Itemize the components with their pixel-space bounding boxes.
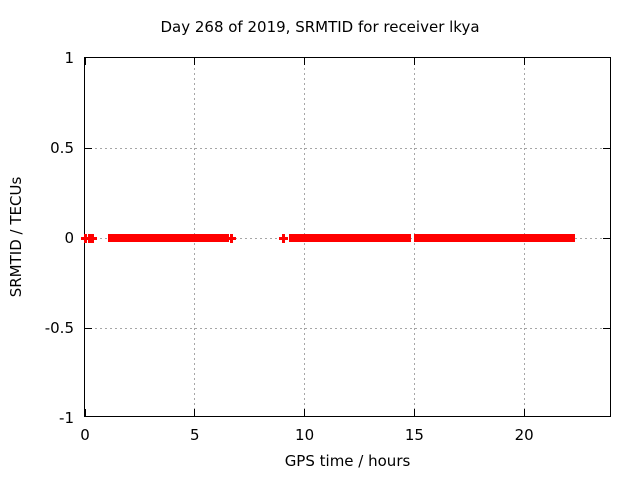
x-tick-bottom: [84, 409, 86, 416]
y-tick-label: 1: [64, 49, 74, 67]
x-tick-bottom: [523, 409, 525, 416]
data-segment: [289, 234, 412, 242]
y-gridline: [85, 147, 610, 149]
x-tick-bottom: [194, 409, 196, 416]
x-tick-top: [413, 58, 415, 65]
data-segment: [414, 234, 575, 242]
y-tick-right: [603, 147, 610, 149]
x-tick-top: [194, 58, 196, 65]
x-tick-label: 0: [80, 426, 90, 444]
x-tick-label: 10: [295, 426, 315, 444]
x-tick-bottom: [304, 409, 306, 416]
y-tick-label: -0.5: [44, 319, 74, 337]
y-tick-label: -1: [59, 409, 74, 427]
plot-area: 0 5 10 15 20 -1 -0.5 0 0.5 1: [45, 49, 611, 444]
y-tick-label: 0.5: [50, 139, 74, 157]
data-point-plus: [227, 233, 237, 243]
x-axis-label: GPS time / hours: [284, 452, 411, 470]
y-tick-left: [85, 327, 92, 329]
x-tick-label: 5: [190, 426, 200, 444]
chart-title: Day 268 of 2019, SRMTID for receiver lky…: [160, 18, 480, 36]
x-tick-top: [84, 58, 86, 65]
y-tick-label: 0: [64, 229, 74, 247]
y-tick-right: [603, 237, 610, 239]
x-tick-top: [304, 58, 306, 65]
plus-marker-vbar: [281, 233, 285, 243]
x-tick-label: 15: [404, 426, 424, 444]
plus-marker-vbar: [230, 233, 234, 243]
y-tick-right: [603, 327, 610, 329]
data-point-plus: [87, 233, 97, 243]
y-tick-left: [85, 147, 92, 149]
data-point-plus: [278, 233, 288, 243]
x-tick-label: 20: [514, 426, 534, 444]
x-tick-top: [523, 58, 525, 65]
plus-marker-vbar: [90, 233, 94, 243]
x-tick-bottom: [413, 409, 415, 416]
data-segment: [108, 234, 229, 242]
y-gridline: [85, 327, 610, 329]
